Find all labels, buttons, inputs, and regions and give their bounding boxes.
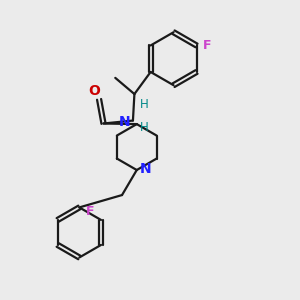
Text: H: H <box>140 98 148 111</box>
Text: O: O <box>88 84 100 98</box>
Text: F: F <box>203 39 212 52</box>
Text: N: N <box>119 115 130 129</box>
Text: N: N <box>140 161 151 176</box>
Text: F: F <box>86 205 94 218</box>
Text: H: H <box>140 122 148 134</box>
